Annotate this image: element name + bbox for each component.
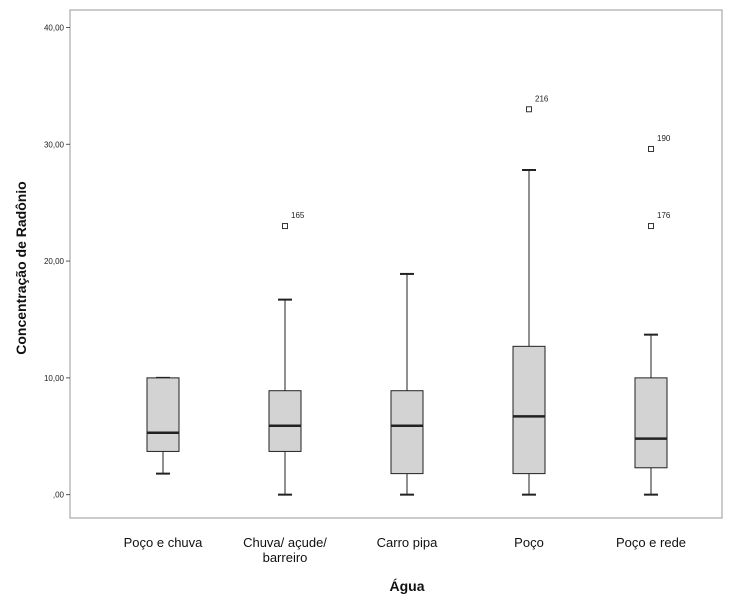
outlier-label: 190 — [657, 134, 671, 143]
box-3 — [390, 272, 424, 496]
y-tick-label: 10,00 — [44, 374, 65, 383]
x-category-label-line: Poço — [514, 535, 544, 550]
y-tick-label: 30,00 — [44, 140, 65, 149]
y-axis-title: Concentração de Radônio — [13, 181, 29, 354]
box-5: 190 176 — [634, 134, 671, 496]
outlier-label: 165 — [291, 211, 305, 220]
iqr-box — [390, 390, 424, 475]
x-category-label-line: Carro pipa — [377, 535, 438, 550]
y-tick-label: 20,00 — [44, 257, 65, 266]
x-category-label-line: Poço e chuva — [124, 535, 204, 550]
y-axis: ,00 10,00 20,00 30,00 40,00 — [44, 24, 70, 500]
x-axis-title: Água — [390, 578, 425, 594]
box-4: 216 — [512, 94, 549, 496]
x-axis-categories: Poço e chuva Chuva/ açude/barreiro Carro p… — [124, 535, 686, 565]
outlier-point — [648, 145, 654, 152]
iqr-box — [512, 345, 546, 475]
outlier-label: 176 — [657, 211, 671, 220]
x-category-label: Poço — [514, 535, 544, 550]
y-tick-label: 40,00 — [44, 24, 65, 33]
outlier-point — [648, 223, 654, 230]
x-category-label-line: Chuva/ açude/ — [243, 535, 327, 550]
iqr-box — [634, 377, 668, 469]
outlier-point — [282, 223, 288, 230]
iqr-box — [268, 390, 302, 452]
x-category-label: Carro pipa — [377, 535, 438, 550]
y-tick-label: ,00 — [53, 491, 65, 500]
outlier-point — [526, 106, 532, 113]
box-series: 165 216 190 176 — [146, 94, 671, 496]
box-1 — [146, 376, 180, 475]
x-category-label: Poço e chuva — [124, 535, 204, 550]
iqr-box — [146, 377, 180, 452]
outlier-label: 216 — [535, 94, 549, 103]
x-category-label: Chuva/ açude/barreiro — [243, 535, 327, 565]
box-2: 165 — [268, 211, 305, 496]
x-category-label: Poço e rede — [616, 535, 686, 550]
x-category-label-line: barreiro — [263, 550, 308, 565]
x-category-label-line: Poço e rede — [616, 535, 686, 550]
